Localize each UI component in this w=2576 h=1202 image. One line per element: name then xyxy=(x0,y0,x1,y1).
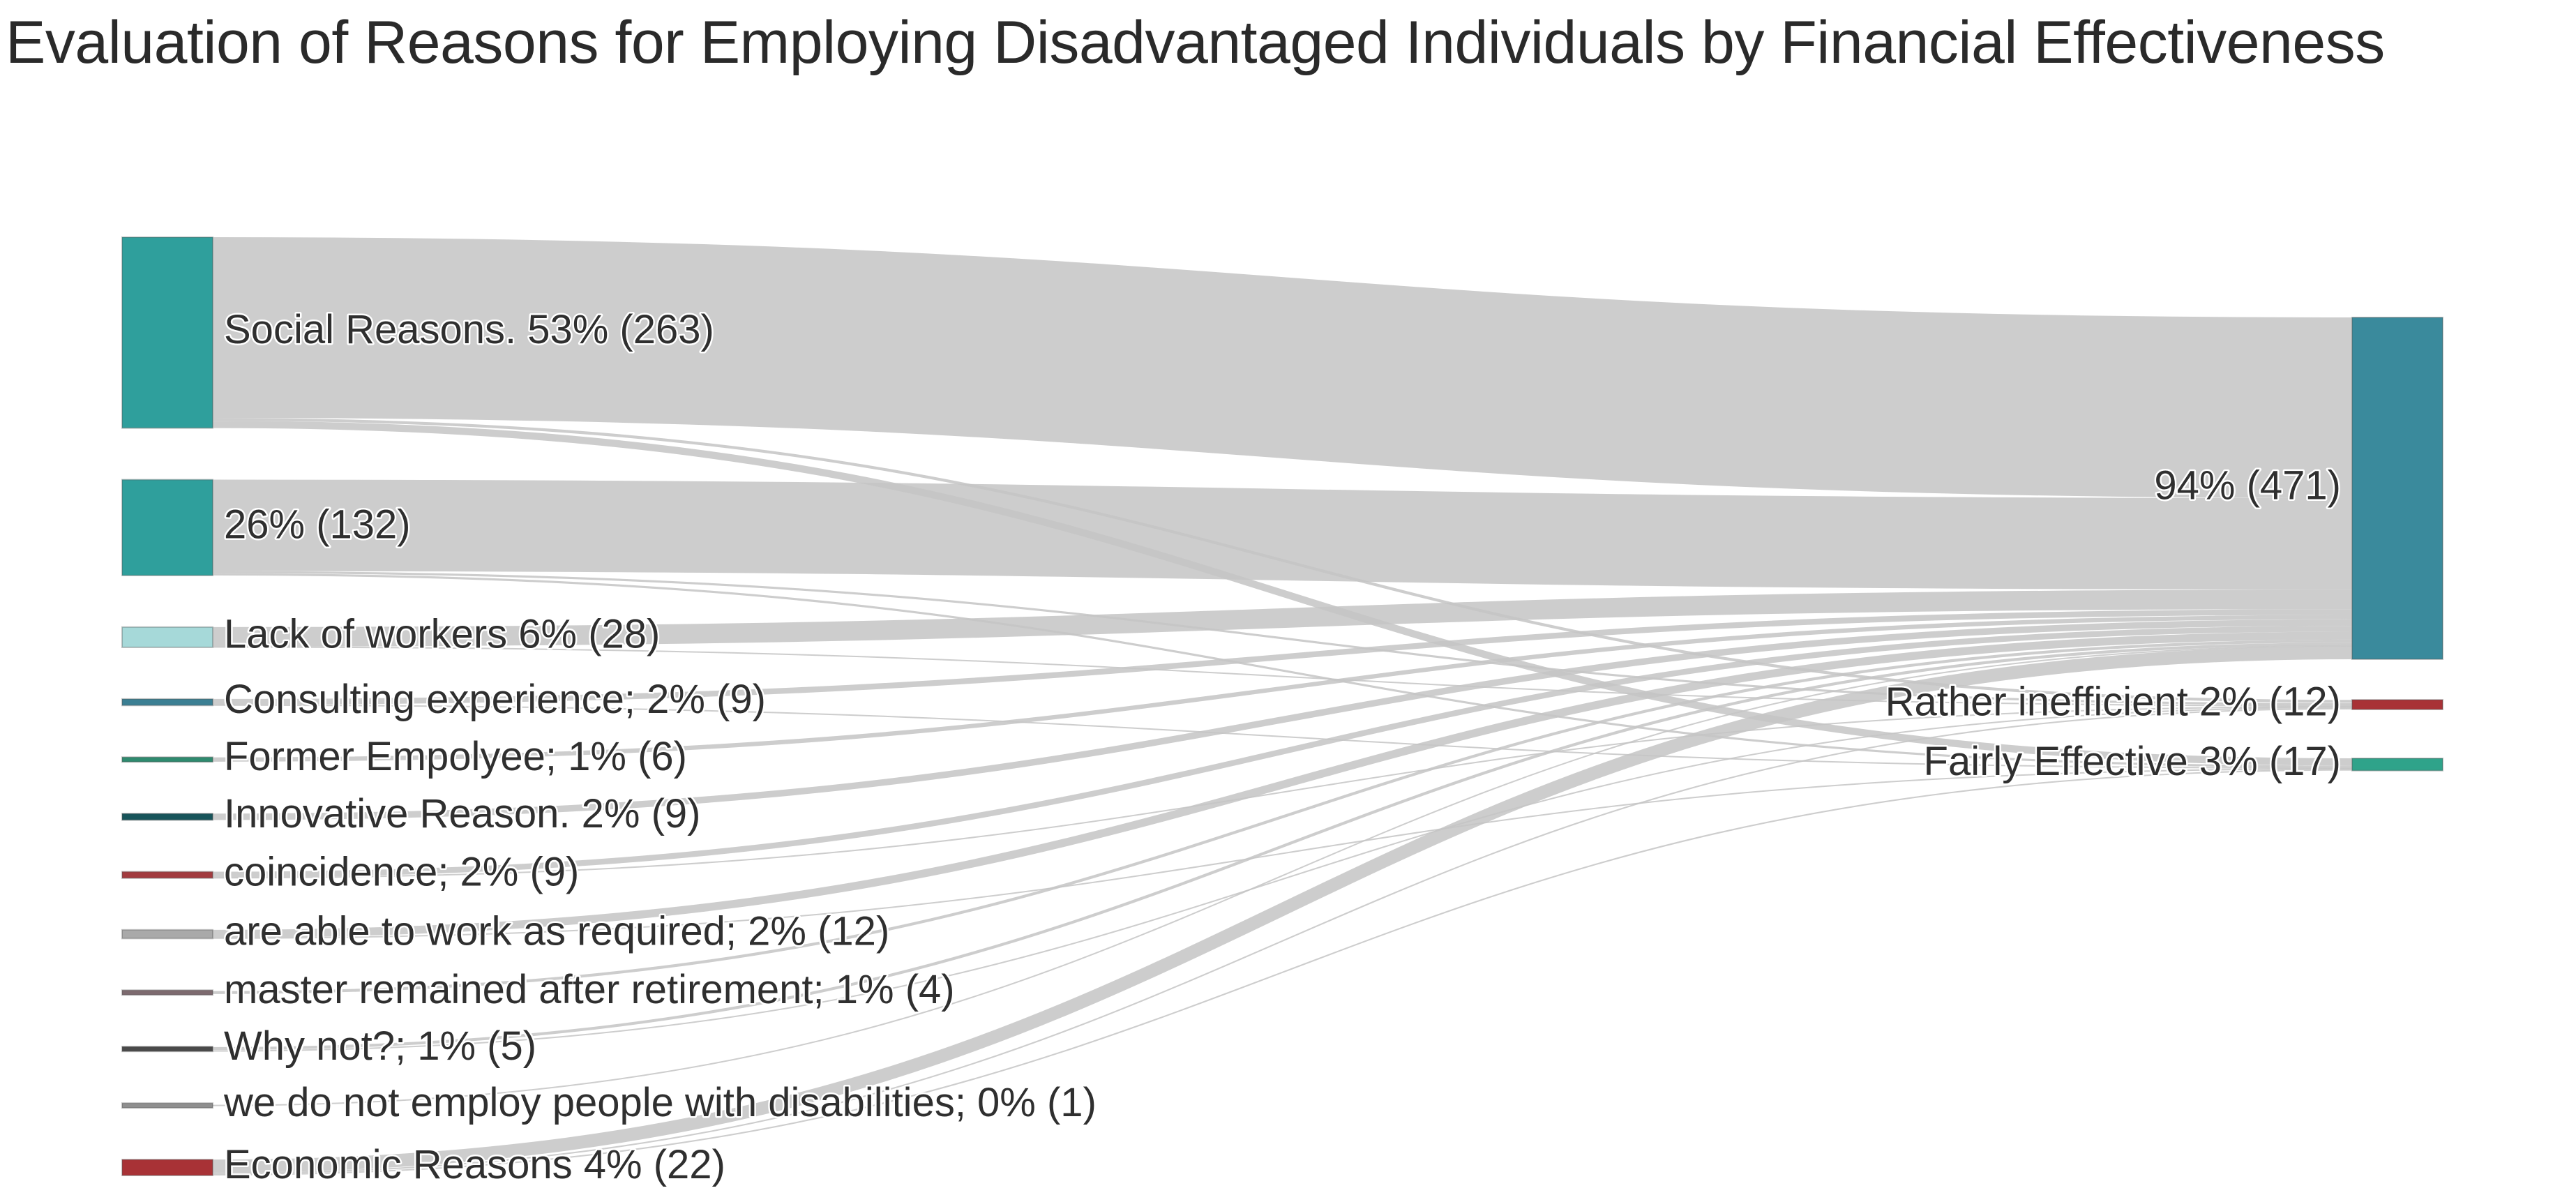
link-lack-to-t94 xyxy=(212,589,2353,647)
links-layer xyxy=(212,236,2353,1176)
link-coincidence-to-rather xyxy=(212,705,2353,879)
source-node-social xyxy=(121,236,213,429)
source-label-coincidence: coincidence; 2% (9) xyxy=(224,850,579,895)
link-coincidence-to-t94 xyxy=(212,626,2353,878)
source-label-nodis: we do not employ people with disabilitie… xyxy=(223,1080,1097,1125)
target-node-fairly xyxy=(2351,758,2443,772)
target-label-t94: 94% (471) xyxy=(2154,463,2341,508)
source-node-consulting xyxy=(121,698,213,707)
source-label-former: Former Empolyee; 1% (6) xyxy=(224,734,687,779)
link-lack-to-rather xyxy=(212,646,2353,707)
link-nodis-to-t94 xyxy=(212,645,2353,1106)
link-economic-to-fairly xyxy=(212,769,2353,1176)
source-node-unnamed xyxy=(121,479,213,576)
nodes-layer xyxy=(121,236,2443,1177)
source-label-lack: Lack of workers 6% (28) xyxy=(224,612,660,657)
target-node-rather xyxy=(2351,699,2443,710)
link-whynot-to-t94 xyxy=(212,643,2353,1051)
link-consulting-to-t94 xyxy=(212,609,2353,705)
source-label-social: Social Reasons. 53% (263) xyxy=(224,307,714,352)
source-label-whynot: Why not?; 1% (5) xyxy=(224,1023,536,1069)
source-label-able: are able to work as required; 2% (12) xyxy=(224,908,889,954)
source-label-consulting: Consulting experience; 2% (9) xyxy=(224,677,766,722)
target-label-fairly: Fairly Effective 3% (17) xyxy=(1924,739,2341,784)
link-able-to-fairly xyxy=(212,768,2353,939)
link-able-to-t94 xyxy=(212,631,2353,938)
link-unnamed-to-fairly xyxy=(212,573,2353,768)
target-node-t94 xyxy=(2351,317,2443,660)
source-node-nodis xyxy=(121,1102,213,1109)
link-whynot-to-rather xyxy=(212,707,2353,1052)
source-node-coincidence xyxy=(121,871,213,879)
source-node-whynot xyxy=(121,1046,213,1053)
link-economic-to-rather xyxy=(212,707,2353,1174)
link-social-to-fairly xyxy=(212,421,2353,766)
labels-layer: Social Reasons. 53% (263) 26% (132) Lack o… xyxy=(222,306,2343,1189)
target-label-rather: Rather inefficient 2% (12) xyxy=(1885,679,2341,724)
source-node-innovative xyxy=(121,813,213,821)
link-master-to-t94 xyxy=(212,639,2353,994)
link-unnamed-to-rather xyxy=(212,571,2353,705)
source-node-economic xyxy=(121,1159,213,1177)
link-former-to-t94 xyxy=(212,615,2353,762)
source-node-able xyxy=(121,929,213,940)
source-label-economic: Economic Reasons 4% (22) xyxy=(224,1142,725,1187)
link-unnamed-to-t94 xyxy=(212,479,2353,590)
link-consulting-to-fairly xyxy=(212,704,2353,769)
source-node-former xyxy=(121,756,213,763)
source-node-lack xyxy=(121,626,213,648)
source-label-unnamed: 26% (132) xyxy=(224,502,411,548)
link-innovative-to-t94 xyxy=(212,619,2353,820)
link-economic-to-t94 xyxy=(212,646,2353,1173)
chart-title: Evaluation of Reasons for Employing Disa… xyxy=(6,9,2385,76)
link-social-to-t94 xyxy=(212,236,2353,499)
source-node-master xyxy=(121,989,213,996)
source-label-innovative: Innovative Reason. 2% (9) xyxy=(224,791,700,836)
source-label-master: master remained after retirement; 1% (4) xyxy=(224,967,955,1012)
